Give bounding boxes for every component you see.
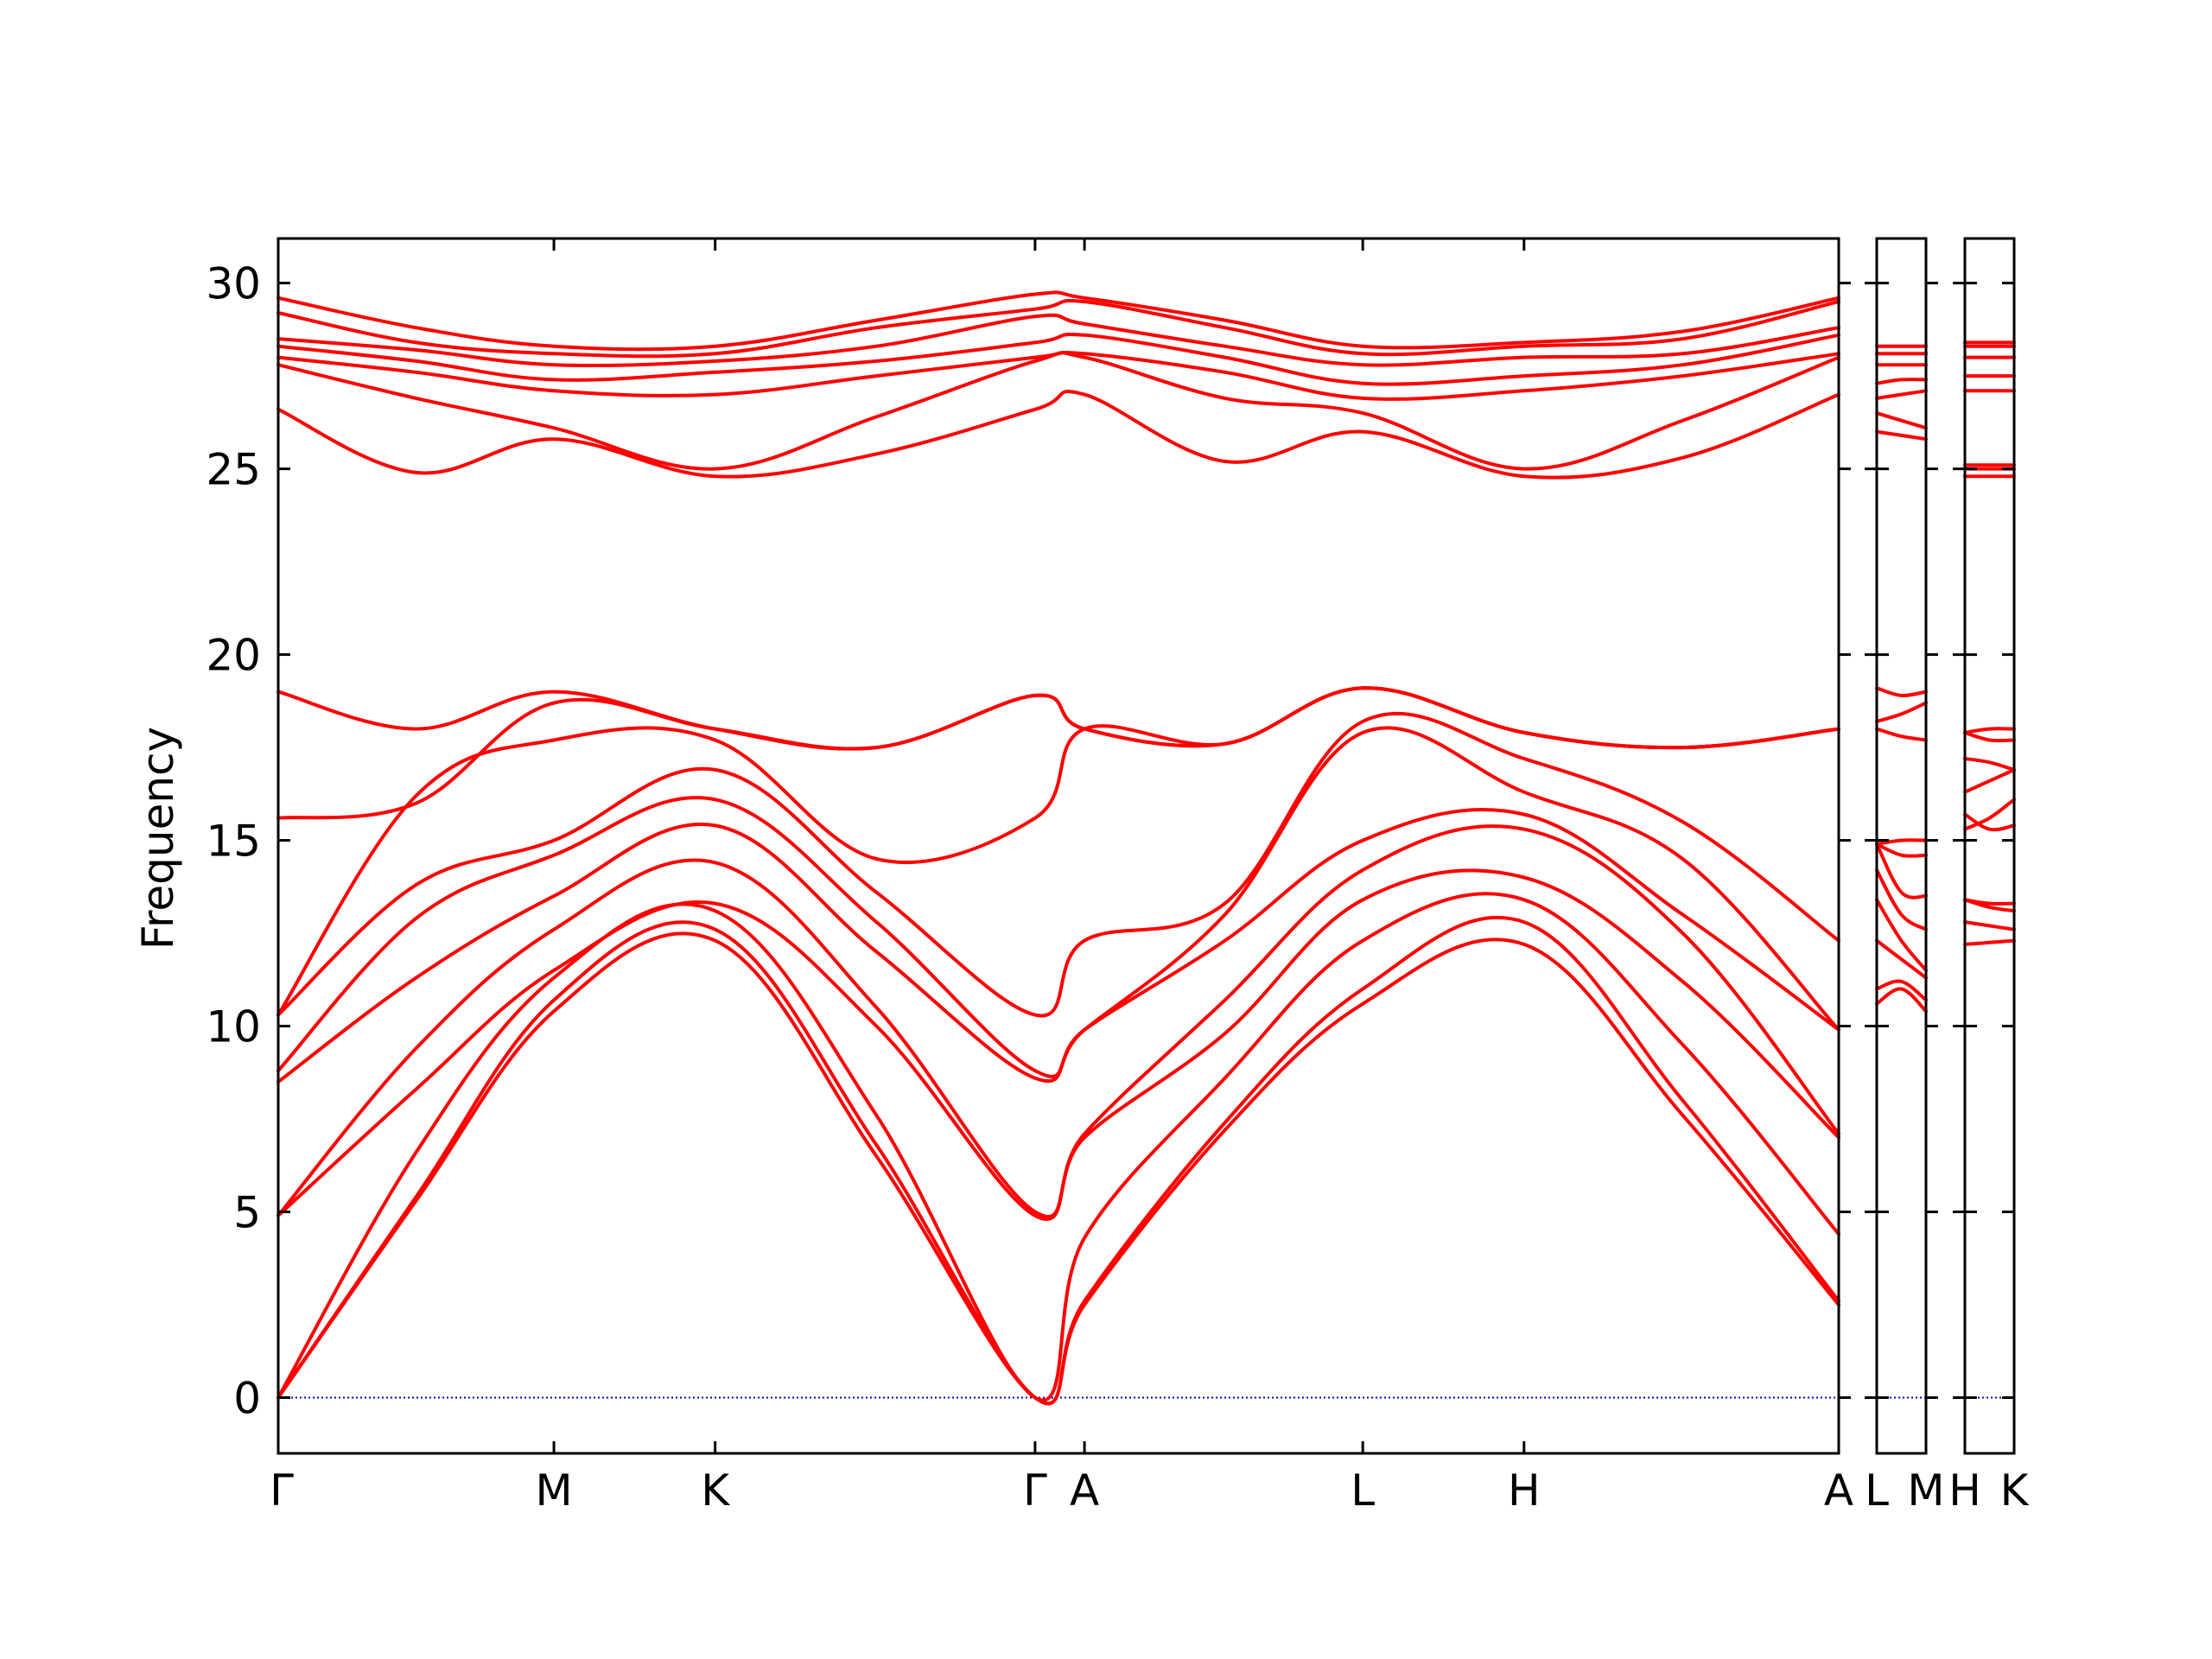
y-tick-label: 5: [233, 1188, 261, 1238]
band-line: [276, 350, 1840, 401]
band-line: [276, 824, 1840, 1219]
band-line: [1875, 686, 1928, 697]
band-line: [276, 686, 1840, 820]
band-line: [1963, 938, 2016, 946]
band-line: [1963, 727, 2016, 734]
band-line: [1875, 842, 1928, 858]
x-tick-label: M: [1907, 1465, 1944, 1516]
band-line: [1875, 378, 1928, 385]
y-tick-label: 15: [206, 817, 261, 867]
band-line: [1875, 727, 1928, 742]
band-line: [1963, 798, 2016, 831]
y-axis-title: Frequency: [133, 727, 183, 950]
band-line: [276, 686, 1840, 751]
y-tick-label: 0: [233, 1374, 261, 1424]
x-tick-label: K: [701, 1465, 730, 1516]
band-line: [1875, 842, 1928, 899]
band-line: [1875, 701, 1928, 723]
band-lines: [276, 290, 2016, 1406]
band-line: [276, 390, 1840, 480]
band-line: [276, 711, 1840, 1018]
x-tick-label: Γ: [270, 1465, 294, 1516]
panel-frames: [276, 237, 2016, 1455]
band-line: [276, 916, 1840, 1406]
x-tick-label: H: [1948, 1465, 1981, 1516]
band-line: [1875, 979, 1928, 1002]
x-tick-label: M: [535, 1465, 572, 1516]
panel-frame: [1963, 237, 2016, 1455]
band-line: [1963, 757, 2016, 772]
band-line: [1963, 730, 2016, 743]
x-tick-label: L: [1351, 1465, 1375, 1516]
band-line: [276, 892, 1840, 1402]
x-tick-label: H: [1508, 1465, 1541, 1516]
y-tick-label: 20: [206, 631, 261, 681]
band-line: [1875, 938, 1928, 980]
x-tick-label: A: [1070, 1465, 1099, 1516]
band-line: [1875, 838, 1928, 846]
band-line: [1875, 411, 1928, 430]
band-line: [1875, 389, 1928, 400]
y-tick-label: 10: [206, 1002, 261, 1052]
band-line: [1963, 920, 2016, 931]
x-tick-label: L: [1865, 1465, 1889, 1516]
band-line: [276, 726, 1840, 1078]
band-line: [276, 298, 1840, 359]
band-line: [1875, 429, 1928, 442]
band-line: [276, 290, 1840, 352]
band-line: [1963, 898, 2016, 906]
band-line: [1875, 868, 1928, 931]
x-tick-label: A: [1824, 1465, 1853, 1516]
x-tick-label: Γ: [1023, 1465, 1047, 1516]
panel-frame: [1875, 237, 1928, 1455]
panel-frame: [276, 237, 1840, 1455]
x-tick-label: K: [2000, 1465, 2030, 1516]
band-line: [276, 807, 1840, 1084]
band-line: [276, 332, 1840, 386]
y-tick-label: 25: [206, 445, 261, 495]
band-line: [1963, 812, 2016, 832]
band-line: [1875, 898, 1928, 972]
band-line: [276, 313, 1840, 368]
band-line: [1875, 987, 1928, 1014]
band-line: [1963, 767, 2016, 794]
y-tick-label: 30: [206, 259, 261, 309]
